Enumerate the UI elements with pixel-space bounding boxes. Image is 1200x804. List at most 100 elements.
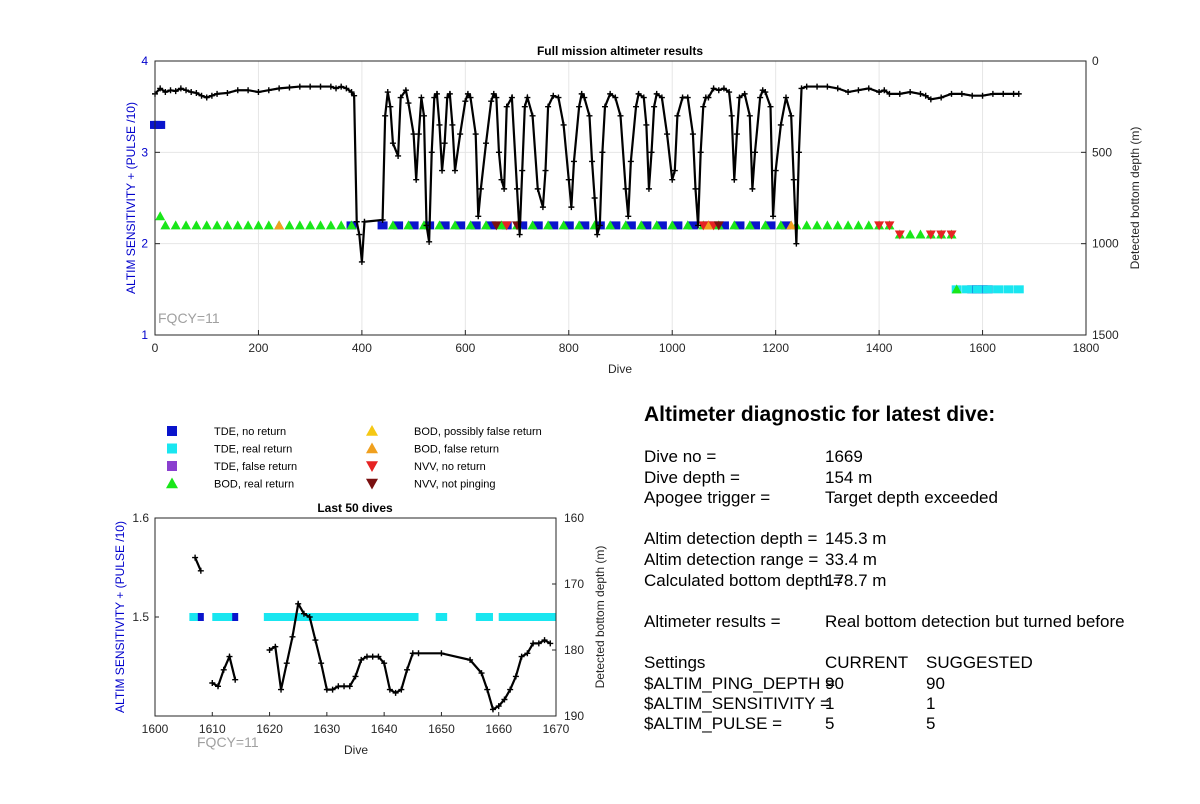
bottom-depth-point bbox=[545, 103, 552, 110]
nvv-marker bbox=[925, 230, 936, 240]
nvv-marker bbox=[894, 230, 905, 240]
altimeter-results-value: Real bottom detection but turned before bbox=[825, 612, 1125, 631]
bod-marker bbox=[496, 220, 507, 230]
bottom-depth-point bbox=[710, 85, 717, 92]
setting-sensitivity-suggested: 1 bbox=[926, 694, 936, 713]
bottom-depth-point bbox=[157, 85, 164, 92]
dive-depth-value: 154 m bbox=[825, 468, 873, 487]
bottom-depth-point bbox=[449, 121, 456, 128]
bottom-depth-point bbox=[518, 653, 525, 660]
tde-marker bbox=[718, 221, 729, 230]
bottom-depth-point bbox=[674, 112, 681, 119]
tde-marker bbox=[656, 221, 667, 230]
bottom-depth-point bbox=[591, 195, 598, 201]
main-x-tick-label: 1600 bbox=[969, 341, 996, 355]
bottom-depth-point bbox=[958, 90, 965, 97]
bottom-depth-point bbox=[387, 103, 394, 110]
bottom-depth-point bbox=[917, 90, 924, 97]
tde-marker bbox=[377, 221, 388, 230]
bod-marker bbox=[294, 220, 305, 230]
tde-marker bbox=[408, 221, 419, 230]
bod-marker bbox=[449, 220, 460, 230]
bottom-depth-point bbox=[645, 185, 652, 192]
main-chart-title: Full mission altimeter results bbox=[537, 44, 703, 58]
bod-marker bbox=[434, 220, 445, 230]
bottom-depth-point bbox=[477, 185, 484, 192]
setting-pulse-suggested: 5 bbox=[926, 714, 936, 733]
bottom-depth-point bbox=[361, 218, 368, 225]
bottom-depth-point bbox=[484, 686, 491, 693]
tde-marker bbox=[781, 221, 792, 230]
bottom-depth-point bbox=[167, 87, 174, 94]
dive-no-value: 1669 bbox=[825, 447, 863, 466]
bottom-depth-point bbox=[329, 686, 336, 693]
main-right-axis-label: Detected bottom depth (m) bbox=[1128, 127, 1142, 270]
bottom-depth-point bbox=[736, 94, 743, 101]
bottom-depth-point bbox=[876, 89, 883, 96]
small-x-tick-label: 1610 bbox=[199, 722, 226, 736]
tde-marker bbox=[625, 221, 636, 230]
bottom-depth-point bbox=[715, 87, 722, 94]
dive-no-label: Dive no = bbox=[644, 447, 717, 466]
bottom-depth-point bbox=[625, 213, 632, 220]
main-x-tick-label: 400 bbox=[352, 341, 372, 355]
bottom-depth-point bbox=[519, 167, 526, 174]
bod-marker bbox=[812, 220, 823, 230]
bottom-depth-point bbox=[415, 650, 422, 657]
tde-marker bbox=[532, 221, 543, 230]
bottom-depth-point bbox=[979, 92, 986, 99]
main-x-tick-label: 1200 bbox=[762, 341, 789, 355]
setting-sensitivity-current: 1 bbox=[825, 694, 835, 713]
bottom-depth-point bbox=[751, 149, 758, 156]
bottom-depth-point bbox=[772, 167, 779, 174]
small-chart-title: Last 50 dives bbox=[317, 501, 393, 515]
bottom-depth-point bbox=[495, 703, 502, 710]
bod-marker bbox=[387, 220, 398, 230]
bottom-depth-point bbox=[389, 140, 396, 147]
bottom-depth-point bbox=[795, 149, 802, 156]
bottom-depth-point bbox=[783, 94, 790, 101]
apogee-trigger-label: Apogee trigger = bbox=[644, 488, 771, 507]
bod-marker bbox=[801, 220, 812, 230]
bottom-depth-point bbox=[594, 231, 601, 238]
main-left-y-tick-label: 4 bbox=[141, 54, 148, 68]
bottom-depth-point bbox=[438, 650, 445, 657]
bod-marker bbox=[760, 220, 771, 230]
bottom-depth-point bbox=[669, 176, 676, 183]
bod-marker bbox=[346, 220, 357, 230]
bottom-depth-point bbox=[493, 94, 500, 101]
bottom-depth-point bbox=[323, 686, 330, 693]
dive-depth-label: Dive depth = bbox=[644, 468, 740, 487]
bottom-depth-point bbox=[635, 90, 642, 97]
altim-detection-depth-value: 145.3 m bbox=[825, 529, 887, 548]
legend-marker bbox=[366, 478, 378, 490]
bottom-depth-point bbox=[183, 87, 190, 94]
bottom-depth-point bbox=[501, 185, 508, 192]
setting-ping-depth-name: $ALTIM_PING_DEPTH = bbox=[644, 674, 835, 693]
bottom-depth-point bbox=[245, 87, 252, 94]
bottom-depth-point bbox=[444, 94, 451, 101]
legend-marker bbox=[366, 461, 378, 472]
bod-marker bbox=[191, 220, 202, 230]
small-right-y-tick-label: 170 bbox=[564, 577, 584, 591]
bottom-depth-point bbox=[617, 112, 624, 119]
bod-marker bbox=[201, 220, 212, 230]
bottom-depth-line bbox=[154, 85, 1019, 263]
tde-marker bbox=[610, 221, 621, 230]
suggested-header: SUGGESTED bbox=[926, 653, 1033, 672]
bottom-depth-point bbox=[352, 673, 359, 680]
bottom-depth-point bbox=[814, 83, 821, 90]
bottom-depth-point bbox=[969, 92, 976, 99]
bottom-depth-point bbox=[1000, 90, 1007, 97]
tde-real-return-bar bbox=[498, 613, 556, 621]
main-x-tick-label: 1400 bbox=[866, 341, 893, 355]
bod-marker bbox=[465, 220, 476, 230]
bottom-depth-point bbox=[560, 121, 567, 128]
bottom-depth-point bbox=[886, 90, 893, 97]
bottom-depth-point bbox=[296, 83, 303, 90]
bottom-depth-point bbox=[351, 92, 358, 99]
setting-sensitivity-name: $ALTIM_SENSITIVITY = bbox=[644, 694, 830, 713]
bottom-depth-point bbox=[896, 90, 903, 97]
altim-detection-depth-label: Altim detection depth = bbox=[644, 529, 818, 548]
